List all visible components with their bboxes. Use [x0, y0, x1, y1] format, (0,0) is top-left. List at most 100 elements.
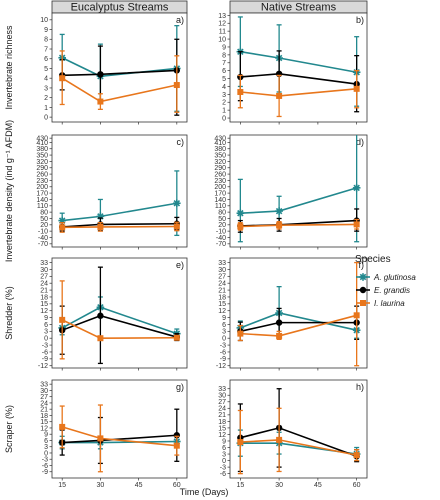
- panel-frame: [51, 12, 188, 123]
- y-tick-label: 0: [44, 336, 48, 343]
- y-tick-label: -9: [42, 356, 48, 363]
- y-tick-label: 3: [44, 329, 48, 336]
- y-tick-label: -12: [38, 363, 48, 370]
- panel-tag: a): [176, 15, 184, 25]
- data-point: [236, 209, 245, 217]
- y-tick-label: -70: [216, 241, 226, 248]
- legend-label: A. glutinosa: [373, 273, 416, 282]
- data-point: [97, 435, 104, 442]
- y-tick-label: -10: [216, 229, 226, 236]
- y-tick-label: 10: [218, 36, 226, 43]
- data-point: [173, 442, 180, 449]
- legend-item-a-glutinosa: A. glutinosa: [356, 273, 416, 282]
- y-tick-label: 1: [44, 105, 48, 112]
- data-point: [353, 312, 360, 319]
- legend-label: E. grandis: [374, 286, 410, 295]
- plot-area: [58, 404, 181, 473]
- y-tick-label: 11: [219, 29, 226, 36]
- data-point: [276, 332, 283, 339]
- y-tick-label: 170: [36, 191, 48, 198]
- y-tick-label: 20: [218, 222, 226, 229]
- panel-a: 0 1 2 3 4 5 6 7 8 9 10 a) Invertebrate richness: [4, 12, 188, 125]
- y-tick-label: 1: [222, 108, 226, 115]
- panel-frame: [229, 379, 368, 479]
- y-tick-label: -40: [216, 235, 226, 242]
- series-i-laurina: [237, 70, 360, 118]
- y-tick-label: 0: [44, 450, 48, 457]
- y-tick-label: 8: [44, 37, 48, 44]
- panel-tag: e): [176, 260, 184, 270]
- y-tick-label: 290: [214, 165, 226, 172]
- y-tick-label: 15: [40, 419, 48, 426]
- y-tick-label: 7: [44, 46, 48, 53]
- y-tick-label: 260: [214, 171, 226, 178]
- data-point: [275, 319, 283, 326]
- y-tick-label: 33: [218, 386, 226, 393]
- x-tick-label: 60: [353, 482, 361, 489]
- y-tick-label: 200: [214, 184, 226, 191]
- series-i-laurina: [59, 221, 180, 233]
- y-tick-label: 27: [218, 399, 226, 406]
- y-tick-label: 0: [222, 458, 226, 465]
- y-tick-label: 33: [40, 260, 48, 267]
- data-point: [237, 439, 244, 446]
- data-point: [353, 452, 360, 459]
- data-point: [353, 85, 360, 92]
- y-tick-label: 5: [222, 76, 226, 83]
- y-tick-label: 140: [36, 197, 48, 204]
- data-point: [59, 75, 66, 82]
- panel-tag: f): [359, 260, 365, 270]
- y-tick-label: 80: [40, 210, 48, 217]
- series-i-laurina: [59, 404, 180, 473]
- y-tick-label: 140: [214, 197, 226, 204]
- y-tick-label: 24: [40, 281, 48, 288]
- data-point: [276, 222, 283, 229]
- y-tick-label: 3: [44, 444, 48, 451]
- x-tick-label: 30: [275, 482, 283, 489]
- y-tick-label: 12: [218, 308, 226, 315]
- data-point: [59, 316, 66, 323]
- y-tick-label: -70: [38, 241, 48, 248]
- y-tick-label: 110: [215, 203, 226, 210]
- y-tick-label: 5: [44, 66, 48, 73]
- x-tick-label: 15: [236, 482, 244, 489]
- data-point: [97, 335, 104, 342]
- y-tick-label: -9: [220, 356, 226, 363]
- y-tick-label: -9: [42, 469, 48, 476]
- y-tick-label: 200: [36, 184, 48, 191]
- data-point: [353, 221, 360, 228]
- y-tick-label: -6: [42, 349, 48, 356]
- data-point: [237, 330, 244, 337]
- y-tick-label: -10: [38, 229, 48, 236]
- data-point: [173, 82, 180, 89]
- y-tick-label: -3: [220, 342, 226, 349]
- data-point: [352, 184, 361, 192]
- plot-area: [58, 170, 181, 237]
- panel-frame: [229, 12, 368, 123]
- y-tick-label: 9: [44, 432, 48, 439]
- y-tick-label: 21: [218, 412, 226, 419]
- data-point: [173, 334, 180, 341]
- y-tick-label: 6: [222, 445, 226, 452]
- y-tick-label: 2: [222, 100, 226, 107]
- strip-label-native-streams: Native Streams: [261, 2, 337, 14]
- y-tick-label: 12: [40, 425, 48, 432]
- legend-key-marker: [360, 300, 366, 306]
- panel-tag: h): [356, 382, 364, 392]
- data-point: [237, 88, 244, 95]
- y-tick-label: -6: [220, 471, 226, 478]
- legend-items: A. glutinosa E. grandis I. laurina: [356, 273, 416, 308]
- y-tick-label: 12: [40, 308, 48, 315]
- y-tick-label: 0: [222, 336, 226, 343]
- y-tick-label: 33: [218, 260, 226, 267]
- legend-key-marker: [359, 273, 367, 281]
- y-tick-label: 410: [36, 140, 48, 147]
- series-i-laurina: [237, 407, 360, 475]
- y-tick-label: 2: [44, 95, 48, 102]
- y-tick-label: 27: [40, 394, 48, 401]
- data-point: [173, 199, 181, 208]
- y-tick-label: 410: [214, 140, 226, 147]
